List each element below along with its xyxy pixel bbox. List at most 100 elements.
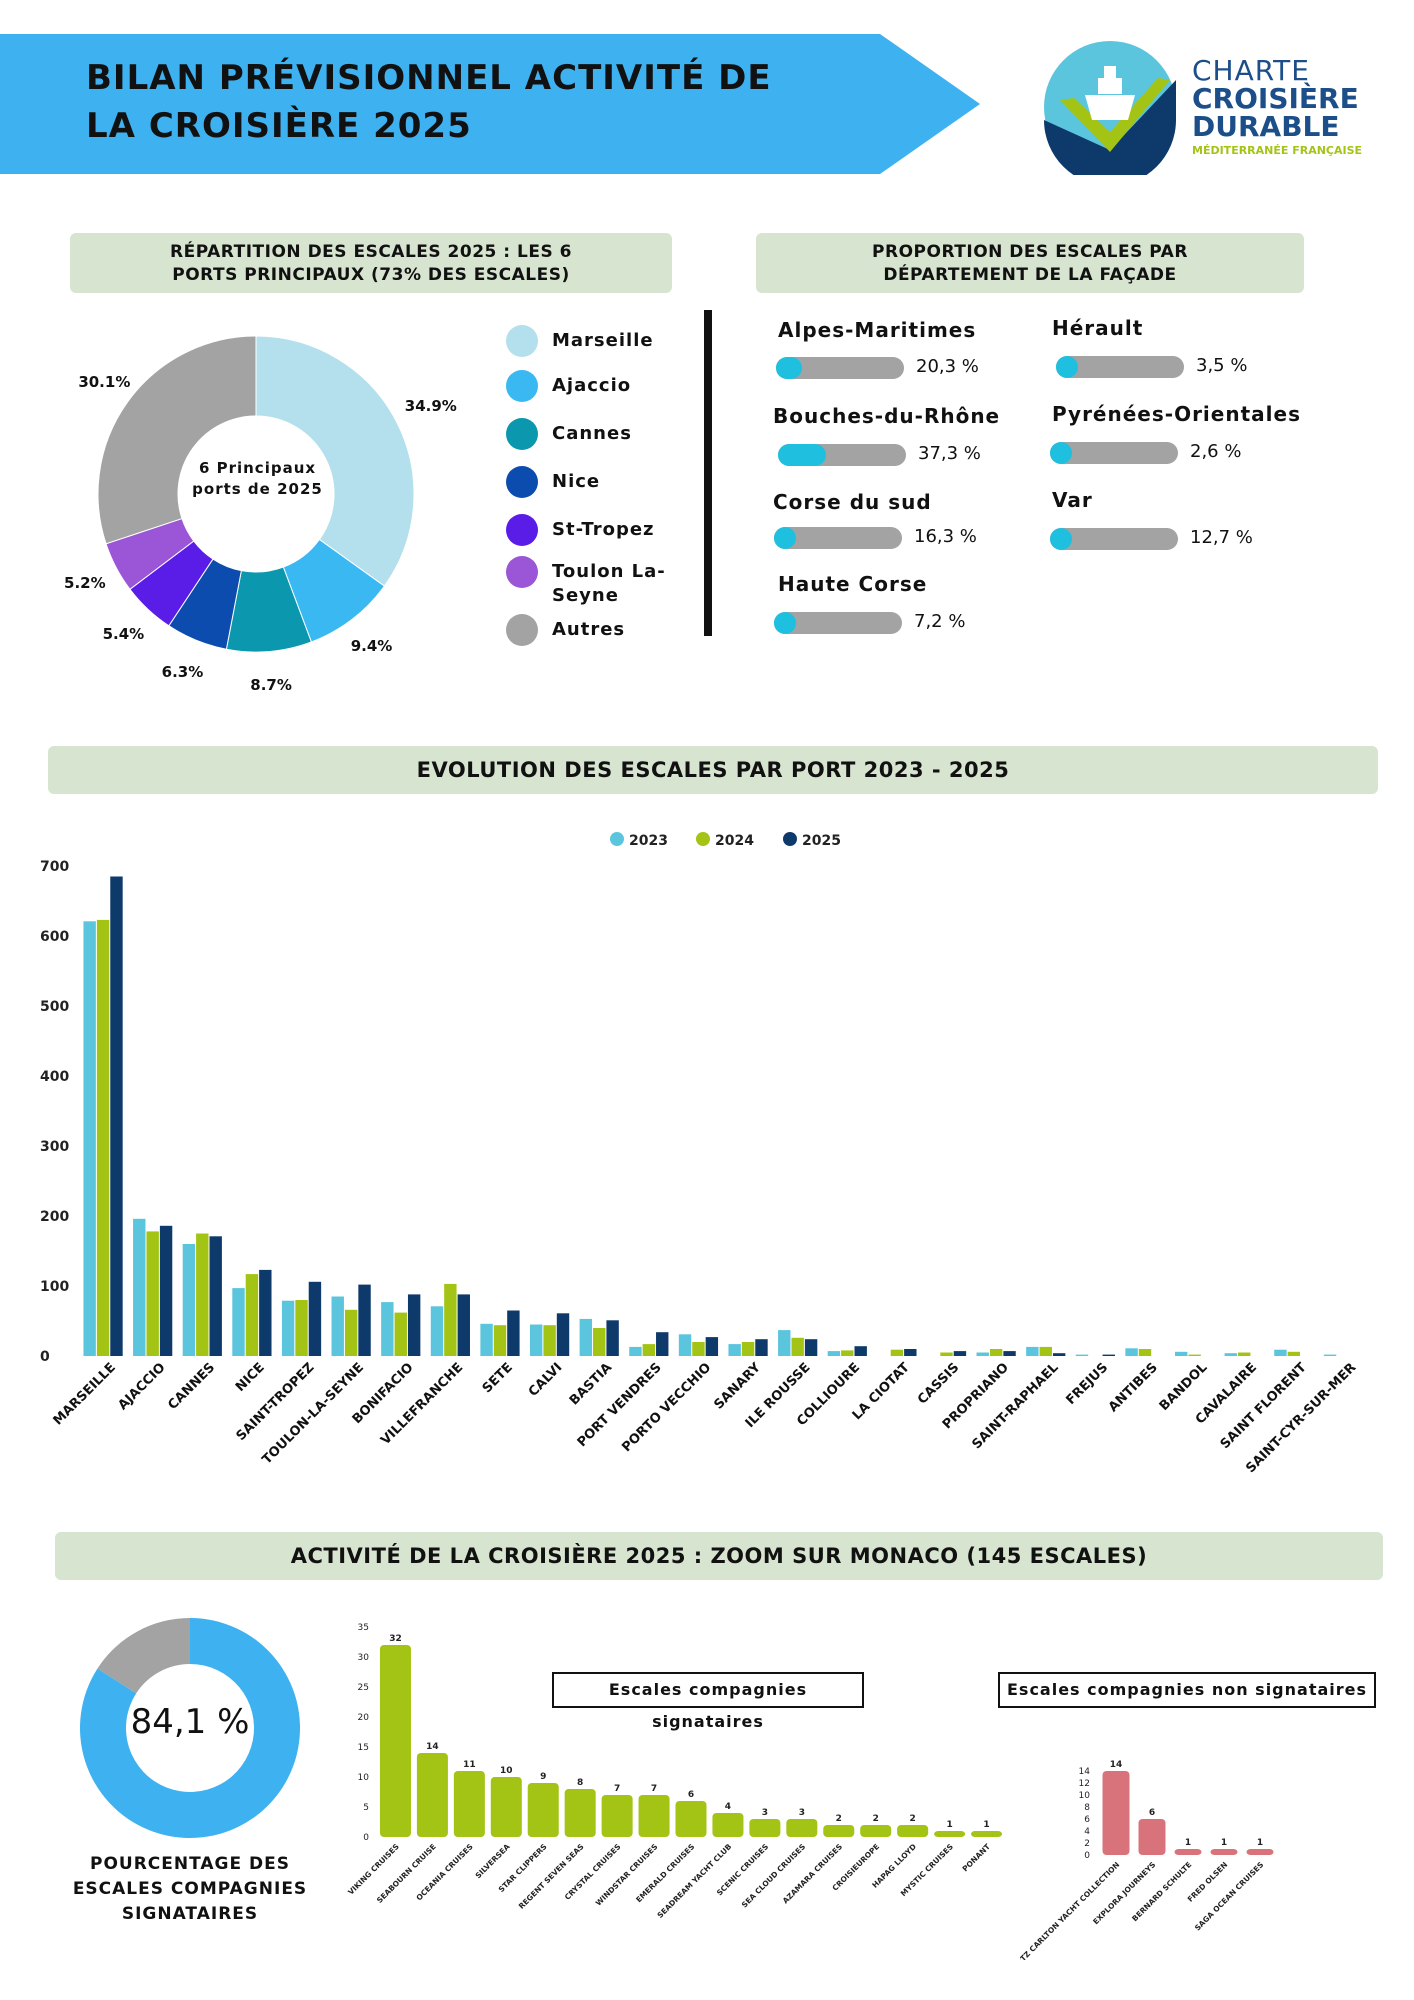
bar-explora-journeys <box>1138 1819 1166 1855</box>
y-tick-label: 2 <box>1084 1839 1090 1849</box>
x-tick-label: ANTIBES <box>1106 1360 1161 1415</box>
bar-saint-florent-2024 <box>1287 1351 1301 1356</box>
bar-toulon-la-seyne-2025 <box>358 1284 371 1356</box>
bar-oceania-cruises <box>453 1771 485 1837</box>
bar-bastia-2024 <box>593 1328 606 1356</box>
department-value: 2,6 % <box>1190 441 1242 462</box>
donut-center-label: 6 Principaux ports de 2025 <box>192 459 323 498</box>
y-tick-label: 0 <box>363 1833 369 1843</box>
bar-value-label: 14 <box>1110 1760 1123 1770</box>
slice-autres <box>97 335 257 545</box>
department-value: 20,3 % <box>916 356 979 377</box>
bar-marseille-2024 <box>96 919 110 1356</box>
legend-item-2024: 2024 <box>696 832 754 849</box>
section2-header: PROPORTION DES ESCALES PAR DÉPARTEMENT D… <box>756 233 1304 293</box>
y-tick-label: 10 <box>358 1773 370 1783</box>
legend-swatch <box>506 418 538 450</box>
legend-swatch <box>696 832 710 846</box>
bar-saint-raphael-2025 <box>1052 1353 1066 1356</box>
bar-ile-rousse-2024 <box>791 1337 804 1356</box>
logo-line4: MÉDITERRANÉE FRANÇAISE <box>1192 144 1363 157</box>
y-tick-label: 5 <box>363 1803 369 1813</box>
department-bar-var <box>1050 528 1178 550</box>
y-tick-label: 6 <box>1084 1815 1090 1825</box>
monaco-percent-donut <box>79 1618 300 1838</box>
department-bar-fill <box>776 357 802 379</box>
x-tick-label: SAINT FLORENT <box>1218 1360 1310 1452</box>
department-name: Corse du sud <box>773 490 932 514</box>
department-name: Hérault <box>1052 316 1144 340</box>
bar-fred-olsen <box>1210 1849 1238 1855</box>
legend-label: St-Tropez <box>552 519 655 540</box>
bar-scenic-cruises <box>749 1819 781 1837</box>
bar-cassis-2024 <box>940 1352 953 1356</box>
bar-cassis-2025 <box>953 1351 967 1356</box>
department-bar-fill <box>774 612 796 634</box>
x-tick-label: FREJUS <box>1063 1360 1111 1408</box>
bar-sanary-2024 <box>741 1342 755 1356</box>
x-tick-label: SANARY <box>712 1360 765 1413</box>
bar-cannes-2025 <box>209 1236 222 1356</box>
bar-ajaccio-2023 <box>133 1218 146 1356</box>
department-bar-fill <box>1056 356 1078 378</box>
monaco-percent-value: 84,1 % <box>130 1702 250 1742</box>
x-tick-label: SETE <box>480 1360 516 1396</box>
legend-swatch <box>506 370 538 402</box>
bar-antibes-2023 <box>1125 1348 1138 1356</box>
legend-swatch <box>610 832 624 846</box>
y-tick-label: 12 <box>1079 1779 1090 1789</box>
bar-toulon-la-seyne-2024 <box>344 1309 358 1356</box>
bar-villefranche-2023 <box>430 1306 444 1356</box>
bar-value-label: 7 <box>651 1784 657 1794</box>
bar-frejus-2023 <box>1075 1354 1089 1356</box>
department-name: Pyrénées-Orientales <box>1052 402 1301 426</box>
x-tick-label: SAINT-RAPHAEL <box>970 1360 1062 1452</box>
bar-silversea <box>490 1777 522 1837</box>
bar-collioure-2023 <box>827 1351 841 1356</box>
bar-villefranche-2025 <box>457 1294 470 1356</box>
bar-propriano-2024 <box>989 1349 1003 1356</box>
bar-villefranche-2024 <box>444 1283 457 1356</box>
department-bar-herault <box>1056 356 1184 378</box>
bar-saint-tropez-2023 <box>281 1300 295 1356</box>
x-tick-label: CANNES <box>165 1360 218 1413</box>
bar-saint-raphael-2023 <box>1026 1346 1039 1356</box>
legend-item-nice: Nice <box>506 466 686 502</box>
y-tick-label: 100 <box>40 1279 69 1295</box>
section4-header: ACTIVITÉ DE LA CROISIÈRE 2025 : ZOOM SUR… <box>55 1532 1383 1580</box>
department-bar-corse-du-sud <box>774 527 902 549</box>
x-tick-label: CALVI <box>526 1360 566 1400</box>
bar-value-label: 6 <box>688 1790 694 1800</box>
y-tick-label: 0 <box>1084 1851 1090 1861</box>
department-value: 12,7 % <box>1190 527 1253 548</box>
x-tick-label: TOULON-LA-SEYNE <box>260 1360 367 1467</box>
bar-saga-ocean-cruises <box>1246 1849 1274 1855</box>
department-value: 16,3 % <box>914 526 977 547</box>
department-name: Haute Corse <box>778 572 928 596</box>
legend-swatch <box>506 466 538 498</box>
legend-label: 2025 <box>802 833 841 849</box>
bar-calvi-2024 <box>543 1325 556 1356</box>
department-name: Var <box>1052 488 1093 512</box>
bar-nice-2023 <box>232 1288 245 1356</box>
x-tick-label: SEADREAM YACHT CLUB <box>655 1842 733 1920</box>
legend-item-toulon-la-seyne: Toulon La-Seyne <box>506 556 686 606</box>
bar-value-label: 9 <box>540 1772 546 1782</box>
bar-value-label: 8 <box>577 1778 583 1788</box>
x-tick-label: BERNARD SCHULTE <box>1130 1860 1193 1923</box>
legend-swatch <box>506 614 538 646</box>
department-value: 7,2 % <box>914 611 966 632</box>
bar-value-label: 6 <box>1149 1808 1155 1818</box>
y-tick-label: 20 <box>358 1713 370 1723</box>
x-tick-label: SEA CLOUD CRUISES <box>740 1842 807 1909</box>
bar-emerald-cruises <box>675 1801 707 1837</box>
ports-donut-chart <box>97 335 415 653</box>
bar-crystal-cruises <box>601 1795 633 1837</box>
bar-bonifacio-2023 <box>381 1302 394 1356</box>
y-tick-label: 300 <box>40 1139 69 1155</box>
legend-swatch <box>506 325 538 357</box>
legend-item-2025: 2025 <box>783 832 841 849</box>
legend-swatch <box>506 514 538 546</box>
x-tick-label: BASTIA <box>567 1360 615 1408</box>
bar-hapag-lloyd <box>897 1825 929 1837</box>
